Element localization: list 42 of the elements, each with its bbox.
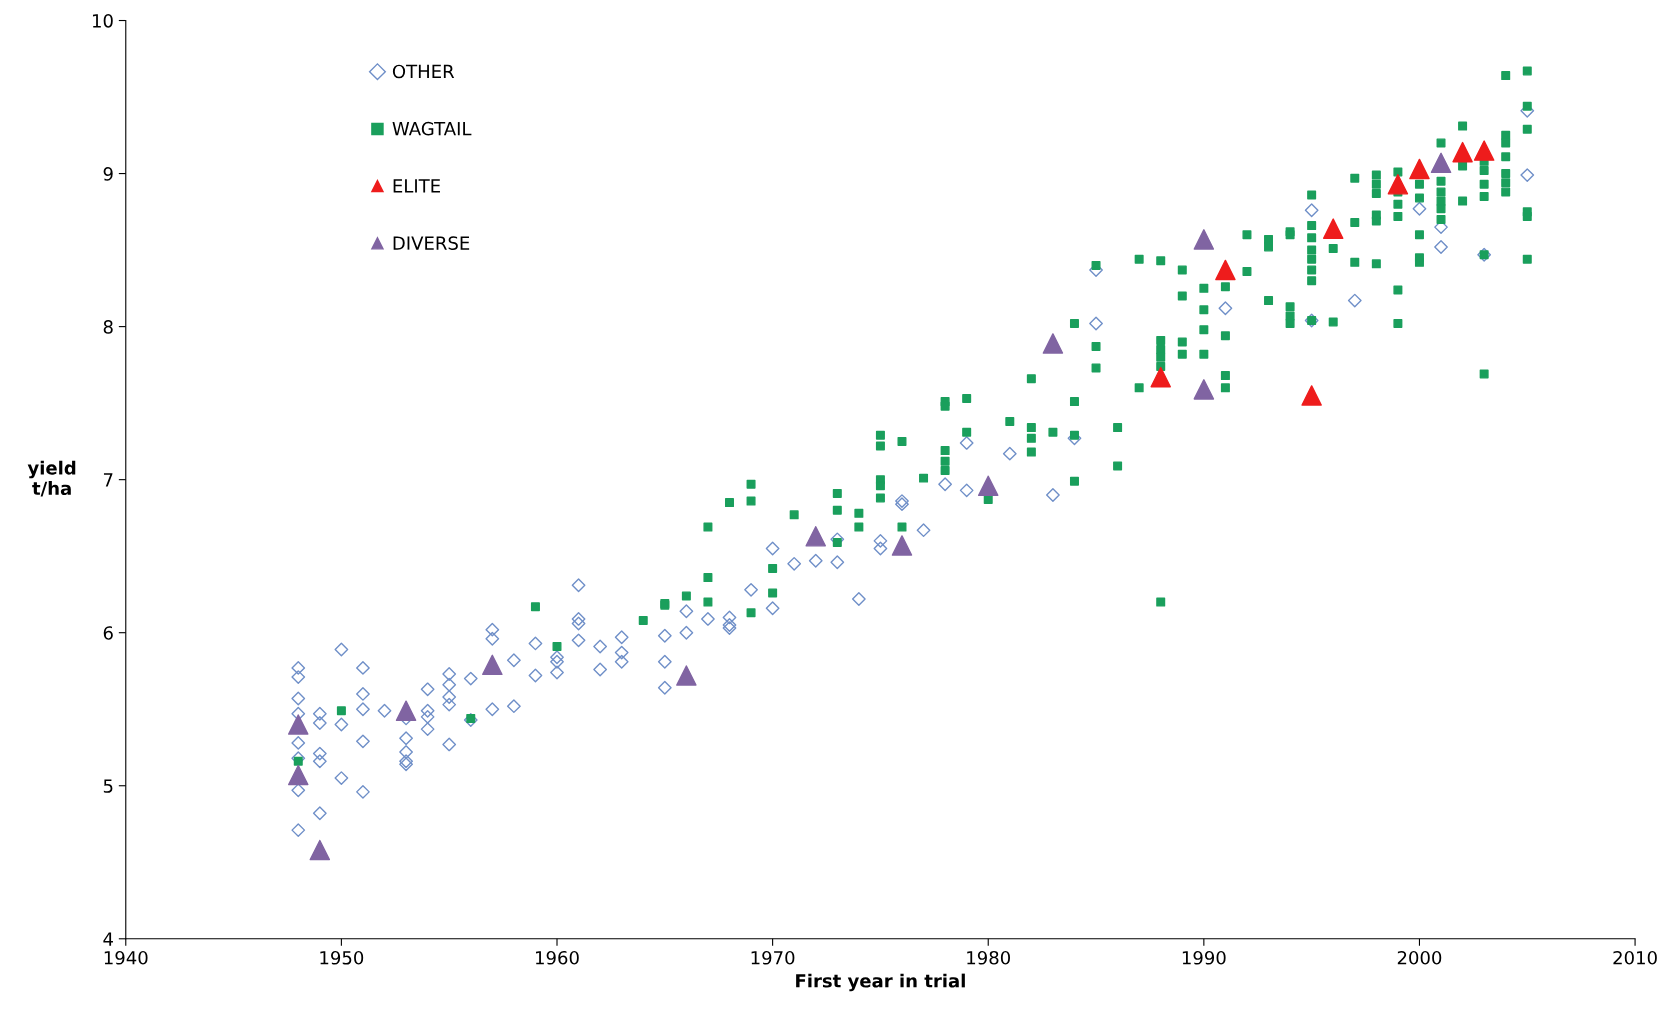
- y-tick-label: 5: [103, 779, 113, 793]
- y-tick-label: 9: [103, 167, 113, 181]
- x-tick-label: 1980: [967, 950, 1011, 965]
- point: [1430, 152, 1452, 174]
- x-tick-label: 1950: [320, 950, 364, 965]
- point: [1473, 140, 1495, 161]
- point: [891, 535, 913, 556]
- point: [1452, 141, 1473, 163]
- point: [395, 700, 417, 722]
- point: [287, 714, 309, 735]
- y-tick-label: 8: [103, 320, 113, 334]
- legend-label: ELITE: [393, 179, 440, 193]
- y-tick-label: 6: [103, 626, 113, 640]
- point: [805, 526, 827, 547]
- x-tick-label: 1960: [536, 950, 579, 965]
- y-tick-label: 7: [103, 473, 113, 487]
- point: [1042, 333, 1064, 354]
- legend-label: OTHER: [392, 64, 455, 79]
- point: [1193, 379, 1215, 400]
- point: [977, 475, 999, 497]
- x-tick-label: 2010: [1613, 950, 1657, 965]
- x-tick-label: 2000: [1397, 950, 1442, 965]
- x-tick-label: 1940: [104, 950, 148, 965]
- point: [1387, 174, 1409, 195]
- x-axis-title: First year in trial: [796, 973, 965, 992]
- legend-label: DIVERSE: [393, 236, 470, 250]
- point: [1322, 218, 1344, 239]
- point: [1193, 229, 1215, 250]
- x-tick-label: 1990: [1182, 950, 1226, 965]
- y-tick-label: 10: [92, 13, 113, 28]
- y-axis-title: yield t/ha: [27, 460, 76, 497]
- point: [287, 764, 309, 786]
- point: [1150, 366, 1171, 388]
- point: [1301, 385, 1322, 406]
- legend-label: WAGTAIL: [392, 121, 472, 136]
- point: [1409, 158, 1430, 180]
- y-tick-label: 4: [103, 932, 113, 946]
- point: [482, 654, 503, 676]
- x-tick-label: 1970: [751, 950, 795, 965]
- point: [309, 839, 331, 861]
- point: [1215, 259, 1236, 281]
- point: [676, 665, 697, 686]
